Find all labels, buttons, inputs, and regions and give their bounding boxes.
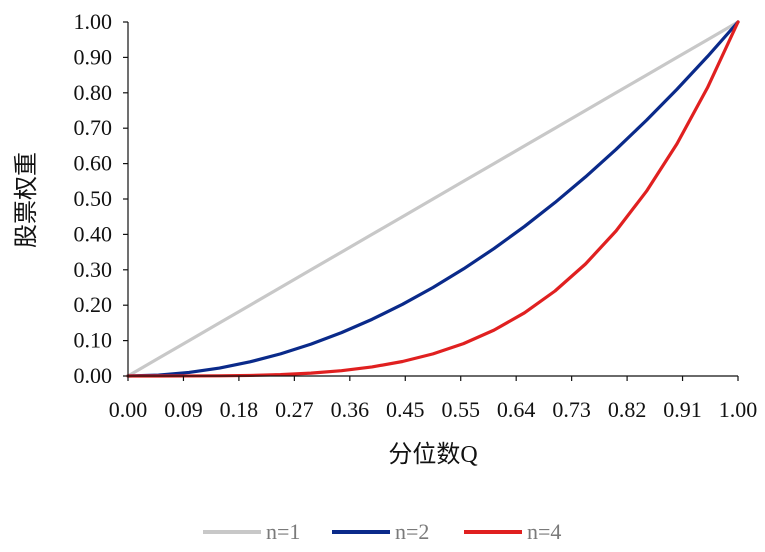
- y-tick-label: 0.00: [74, 363, 113, 388]
- x-tick-label: 0.73: [552, 397, 591, 422]
- x-tick-label: 0.55: [441, 397, 480, 422]
- legend: n=1 n=2 n=4: [203, 519, 561, 544]
- y-tick-label: 0.10: [74, 328, 113, 353]
- x-tick-label: 0.91: [663, 397, 702, 422]
- legend-label-n=4: n=4: [527, 519, 561, 544]
- y-tick-label: 0.90: [74, 44, 113, 69]
- x-tick-label: 0.27: [275, 397, 314, 422]
- legend-label-n=2: n=2: [395, 519, 429, 544]
- plot-area: [126, 20, 740, 378]
- y-tick-label: 0.70: [74, 115, 113, 140]
- y-tick-label: 0.50: [74, 186, 113, 211]
- x-tick-label: 0.36: [331, 397, 370, 422]
- series-line-n=1: [126, 20, 740, 378]
- x-tick-label: 1.00: [719, 397, 758, 422]
- y-tick-label: 1.00: [74, 9, 113, 34]
- y-tick-label: 0.30: [74, 257, 113, 282]
- x-tick-label: 0.82: [608, 397, 647, 422]
- x-tick-label: 0.45: [386, 397, 425, 422]
- x-tick-label: 0.64: [497, 397, 536, 422]
- x-tick-label: 0.18: [220, 397, 259, 422]
- x-tick-label: 0.09: [164, 397, 203, 422]
- y-tick-label: 0.20: [74, 292, 113, 317]
- y-tick-label: 0.80: [74, 80, 113, 105]
- y-tick-label: 0.40: [74, 221, 113, 246]
- axes: 0.00 0.10 0.20 0.30 0.40 0.50 0.60 0.70 0.80 0.90…: [74, 9, 758, 422]
- x-axis-title: 分位数Q: [388, 441, 477, 468]
- y-axis-title: 股票权重: [13, 152, 40, 248]
- series-line-n=2: [126, 20, 740, 378]
- x-tick-label: 0.00: [109, 397, 148, 422]
- legend-label-n=1: n=1: [266, 519, 300, 544]
- y-tick-label: 0.60: [74, 151, 113, 176]
